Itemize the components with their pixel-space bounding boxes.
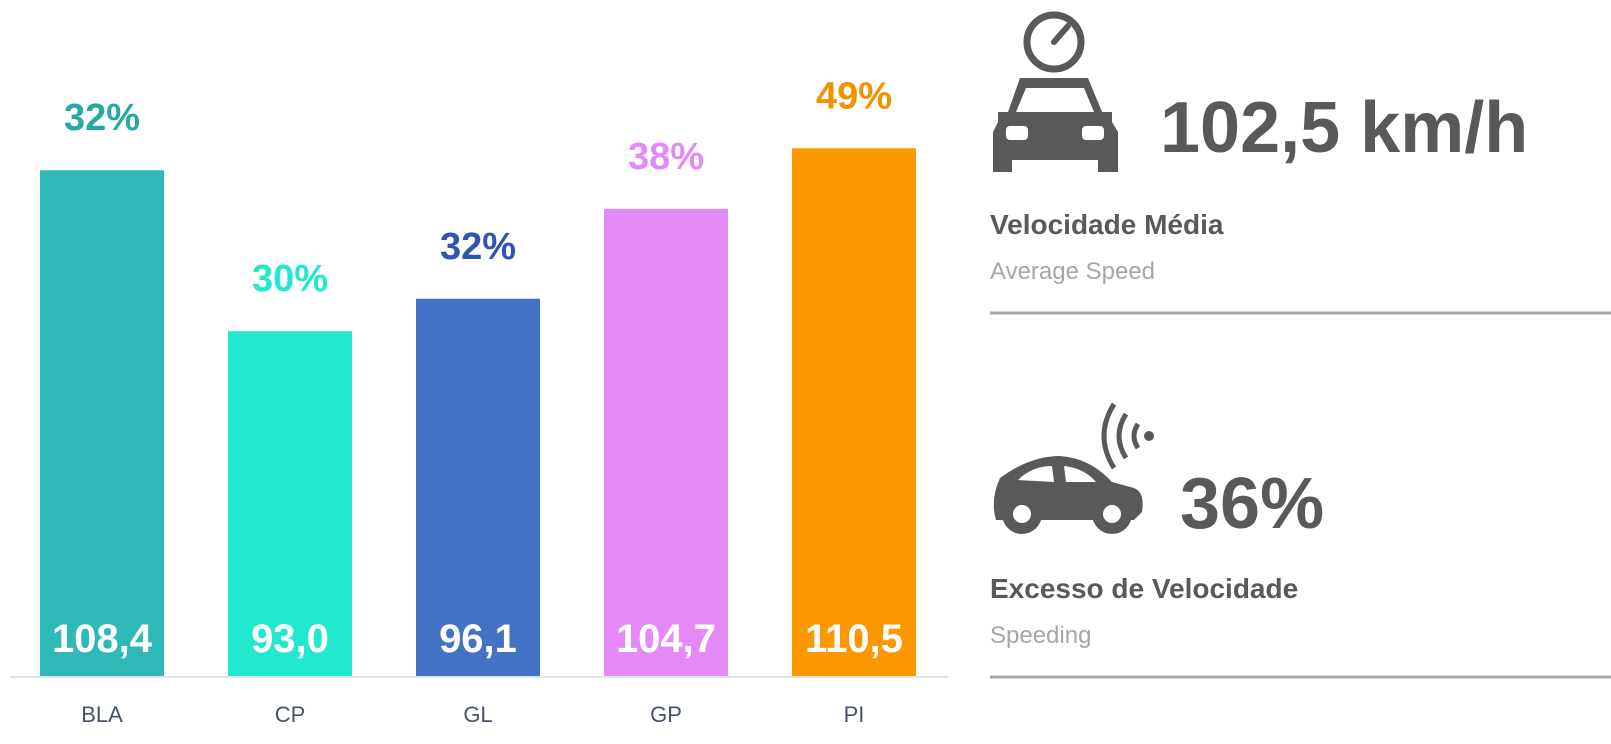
speeding-icon	[993, 402, 1154, 534]
speed-icon	[993, 11, 1118, 172]
bar-value-label: 96,1	[439, 617, 517, 661]
bar	[604, 208, 728, 676]
x-tick-label: CP	[275, 702, 306, 727]
share-label: 30%	[252, 258, 328, 300]
kpi-subtitle: Average Speed	[990, 258, 1155, 285]
bar-value-label: 104,7	[616, 617, 716, 661]
kpi-title: Excesso de Velocidade	[990, 573, 1298, 604]
kpi-value: 102,5 km/h	[1160, 88, 1528, 168]
bar	[416, 298, 540, 676]
x-tick-label: GL	[463, 702, 492, 727]
x-tick-label: GP	[650, 702, 682, 727]
bar	[228, 331, 352, 676]
kpi-subtitle: Speeding	[990, 622, 1091, 649]
kpi-title: Velocidade Média	[990, 209, 1224, 240]
share-label: 38%	[628, 136, 704, 178]
x-tick-label: BLA	[81, 702, 123, 727]
share-label: 32%	[440, 226, 516, 268]
bar-value-label: 110,5	[805, 617, 903, 661]
bar-value-label: 93,0	[251, 617, 329, 661]
bar-value-label: 108,4	[52, 617, 153, 661]
bar	[40, 170, 164, 676]
kpi-value: 36%	[1180, 464, 1324, 544]
share-label: 49%	[816, 75, 892, 117]
bar	[792, 148, 916, 676]
x-tick-label: PI	[844, 702, 865, 727]
share-label: 32%	[64, 97, 140, 139]
